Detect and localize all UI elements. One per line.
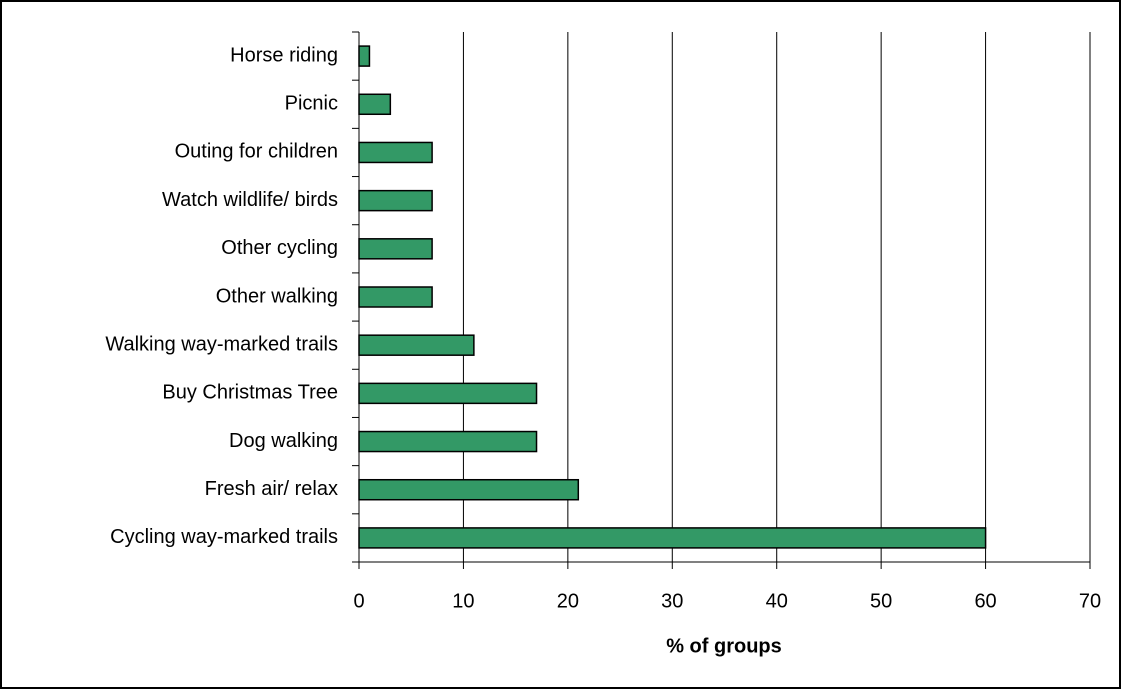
bar <box>358 430 538 453</box>
bar <box>358 286 433 308</box>
bar <box>358 45 371 67</box>
bar <box>358 189 433 212</box>
y-tick-label: Fresh air/ relax <box>205 478 338 500</box>
y-tick-label: Horse riding <box>230 44 338 66</box>
y-tick-label: Other cycling <box>221 237 338 259</box>
y-tick-label: Buy Christmas Tree <box>162 382 338 404</box>
bar <box>358 238 433 260</box>
y-tick-label: Outing for children <box>175 141 338 163</box>
x-tick-label: 10 <box>452 590 474 612</box>
x-tick-label: 50 <box>870 590 892 612</box>
y-tick-label: Dog walking <box>229 430 338 452</box>
bar <box>358 527 987 549</box>
x-tick-label: 60 <box>974 590 996 612</box>
bar <box>358 141 433 164</box>
y-tick-label: Other walking <box>216 285 338 307</box>
x-tick-label: 40 <box>766 590 788 612</box>
x-tick-label: 30 <box>661 590 683 612</box>
x-tick-label: 70 <box>1079 590 1101 612</box>
x-axis-label: % of groups <box>666 635 782 657</box>
y-tick-label: Picnic <box>285 93 338 115</box>
y-tick-label: Cycling way-marked trails <box>110 526 338 548</box>
bar <box>358 334 475 356</box>
bar <box>358 382 538 405</box>
bar <box>358 478 580 501</box>
bar <box>358 93 392 116</box>
x-tick-label: 0 <box>353 590 364 612</box>
x-tick-label: 20 <box>557 590 579 612</box>
y-tick-label: Watch wildlife/ birds <box>162 189 338 211</box>
y-tick-label: Walking way-marked trails <box>105 333 338 355</box>
